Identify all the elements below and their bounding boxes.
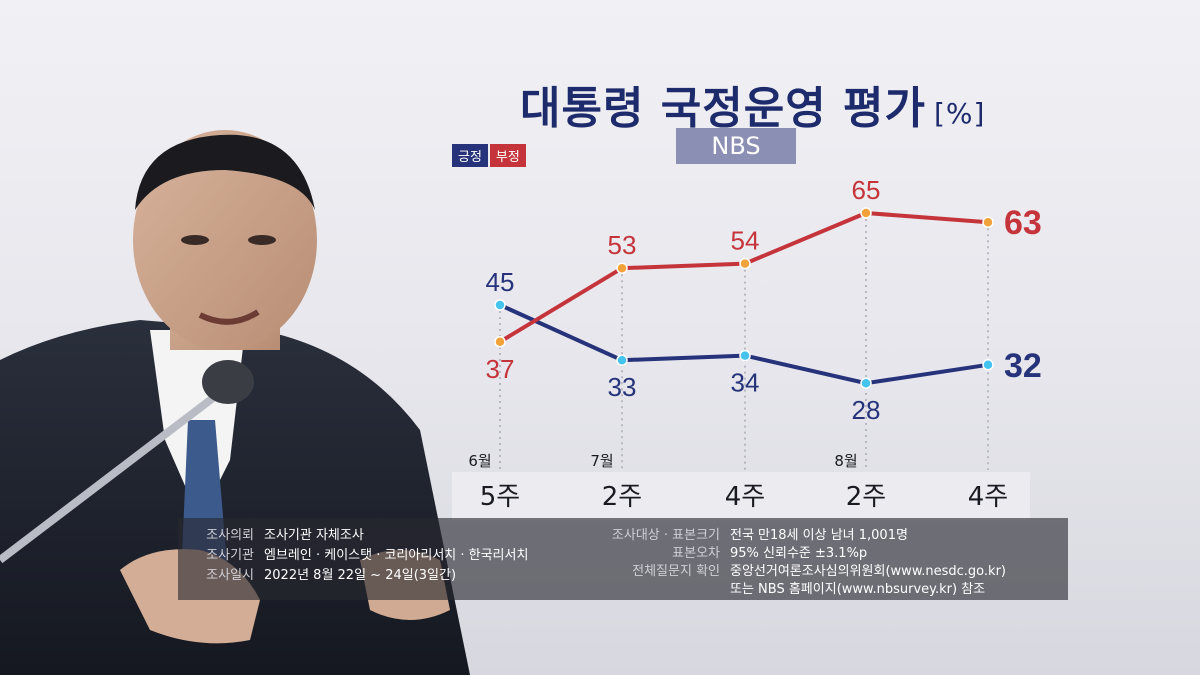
info-row: 전체질문지 확인 중앙선거여론조사심의위원회(www.nesdc.go.kr) [598,560,1006,579]
data-label: 28 [852,395,881,425]
speaker-photo [0,130,470,675]
x-tick-label: 4주 [968,482,1008,512]
chart-title-text: 대통령 국정운영 평가 [520,83,926,134]
info-row: 또는 NBS 홈페이지(www.nbsurvey.kr) 참조 [598,578,985,597]
x-tick-label: 2주 [602,482,642,512]
info-label: 조사대상 · 표본크기 [611,528,720,543]
data-point [860,207,872,219]
data-label: 63 [1004,204,1042,242]
source-badge: NBS [676,128,796,164]
data-label: 54 [731,226,760,256]
data-label: 53 [608,230,637,260]
data-label: 45 [486,267,515,297]
data-label: 32 [1004,347,1042,385]
month-label: 6월 [468,452,491,470]
info-row: 표본오차 95% 신뢰수준 ±3.1%p [598,542,867,561]
info-value: 95% 신뢰수준 ±3.1%p [730,546,868,561]
legend-negative: 부정 [489,144,526,167]
info-row: 조사의뢰 조사기관 자체조사 [186,524,364,543]
info-value: 중앙선거여론조사심의위원회(www.nesdc.go.kr) [730,564,1006,579]
data-point [982,216,994,228]
data-point [616,262,628,274]
info-label: 조사기관 [206,548,254,563]
data-label: 65 [852,175,881,205]
data-label: 34 [731,368,760,398]
data-point [739,257,751,270]
info-value: 전국 만18세 이상 남녀 1,001명 [730,528,908,543]
data-label: 33 [608,372,637,402]
info-label: 조사의뢰 [206,528,254,543]
data-point [739,349,751,362]
axis-label-band [452,472,1030,520]
data-point [982,359,994,371]
info-value: 조사기관 자체조사 [264,528,364,543]
legend: 긍정 부정 [452,144,526,167]
chart-title: 대통령 국정운영 평가 [%] [520,72,985,136]
month-label: 7월 [590,452,613,470]
x-tick-label: 2주 [846,482,886,512]
x-tick-label: 5주 [480,482,520,512]
info-value: 2022년 8월 22일 ~ 24일(3일간) [264,568,457,583]
month-label: 8월 [834,452,857,470]
chart-unit: [%] [933,97,986,130]
data-point [494,336,506,348]
info-label: 조사일시 [206,568,254,583]
data-label: 37 [486,354,515,384]
data-point [860,377,872,389]
info-value: 엠브레인 · 케이스탯 · 코리아리서치 · 한국리서치 [264,548,529,563]
info-row: 조사대상 · 표본크기 전국 만18세 이상 남녀 1,001명 [598,524,908,543]
info-label: 전체질문지 확인 [632,564,720,579]
x-tick-label: 4주 [725,482,765,512]
info-label: 표본오차 [672,546,720,561]
data-point [616,354,628,366]
legend-positive: 긍정 [452,144,488,167]
data-point [494,299,506,311]
info-value: 또는 NBS 홈페이지(www.nbsurvey.kr) 참조 [730,582,986,597]
info-row: 조사기관 엠브레인 · 케이스탯 · 코리아리서치 · 한국리서치 [186,544,528,563]
info-row: 조사일시 2022년 8월 22일 ~ 24일(3일간) [186,564,456,583]
